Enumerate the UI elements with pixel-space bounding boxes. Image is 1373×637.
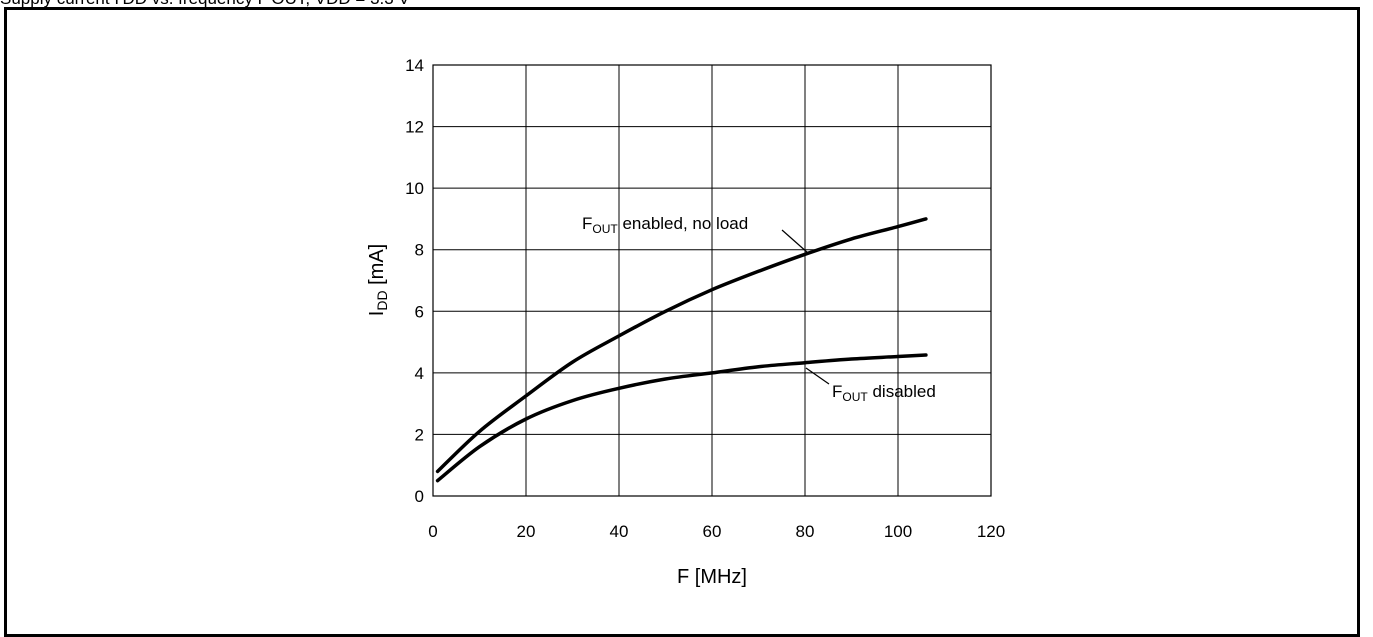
y-tick-label: 4 <box>415 364 424 383</box>
x-tick-label: 60 <box>703 522 722 541</box>
y-tick-label: 8 <box>415 241 424 260</box>
annotation-leader-line <box>781 229 809 254</box>
annotation-leader-line <box>805 367 830 385</box>
plot-area <box>432 64 992 497</box>
series-label-sub: OUT <box>842 390 868 404</box>
x-tick-label: 80 <box>796 522 815 541</box>
series-label-fout-disabled: FOUT disabled <box>832 382 936 404</box>
y-axis-ticks: 0 2 4 6 8 10 12 14 <box>405 56 424 506</box>
y-tick-label: 6 <box>415 302 424 321</box>
grid <box>433 65 991 496</box>
series-label-rest: disabled <box>868 382 936 401</box>
y-tick-label: 14 <box>405 56 424 75</box>
series-label-fout-enabled: FOUT enabled, no load <box>582 214 748 236</box>
x-tick-label: 100 <box>884 522 912 541</box>
y-axis-label-rest: [mA] <box>366 244 388 291</box>
y-tick-label: 10 <box>405 179 424 198</box>
x-tick-label: 20 <box>517 522 536 541</box>
series-line-fout-disabled <box>435 353 928 483</box>
series-label-main: F <box>832 382 842 401</box>
y-tick-label: 0 <box>415 487 424 506</box>
x-tick-label: 0 <box>428 522 437 541</box>
y-axis-label: IDD [mA] <box>366 244 390 316</box>
y-axis-label-main: I <box>366 311 388 317</box>
series-label-sub: OUT <box>592 222 618 236</box>
series-label-main: F <box>582 214 592 233</box>
y-tick-label: 2 <box>415 425 424 444</box>
series-label-rest: enabled, no load <box>618 214 748 233</box>
y-tick-label: 12 <box>405 118 424 137</box>
chart-caption: Supply current I DD vs. frequency F OUT,… <box>0 0 410 9</box>
x-axis-ticks: 0 20 40 60 80 100 120 <box>428 522 1005 541</box>
x-tick-label: 40 <box>610 522 629 541</box>
x-axis-label: F [MHz] <box>677 566 747 588</box>
x-tick-label: 120 <box>977 522 1005 541</box>
y-axis-label-sub: DD <box>374 290 390 310</box>
series-line-fout-enabled <box>435 217 928 474</box>
series-lines <box>435 217 928 483</box>
